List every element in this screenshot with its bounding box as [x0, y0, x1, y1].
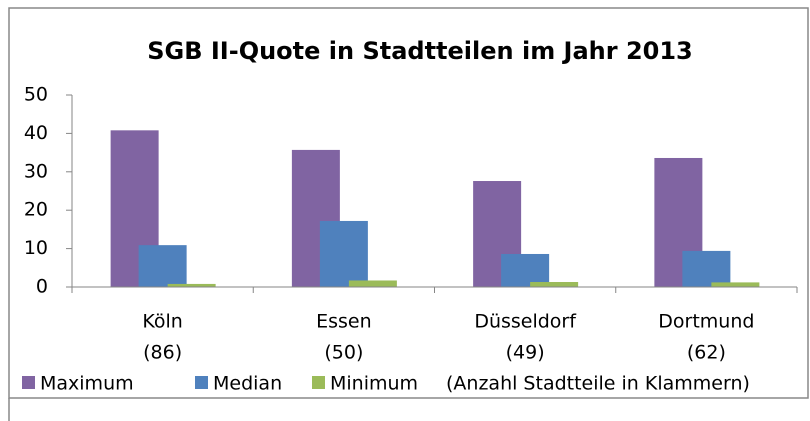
chart-title: SGB II-Quote in Stadtteilen im Jahr 2013 — [147, 37, 693, 65]
x-tick-count: (86) — [143, 342, 182, 364]
legend-swatch — [22, 376, 35, 389]
legend-label: Minimum — [330, 373, 418, 395]
bar — [682, 250, 731, 287]
y-tick-label: 10 — [24, 237, 48, 259]
y-tick-label: 20 — [24, 199, 48, 221]
x-tick-count: (50) — [324, 342, 363, 364]
x-tick-label: Düsseldorf — [474, 311, 577, 333]
legend-swatch — [312, 376, 325, 389]
x-tick-count: (49) — [506, 342, 545, 364]
bar — [167, 283, 216, 287]
x-tick-label: Dortmund — [658, 311, 754, 333]
legend-label: Maximum — [40, 373, 134, 395]
y-tick-label: 50 — [24, 84, 48, 106]
bar — [348, 280, 397, 287]
bar — [530, 282, 579, 287]
y-tick-label: 40 — [24, 122, 48, 144]
bar — [711, 282, 760, 287]
legend-swatch — [195, 376, 208, 389]
legend-note: (Anzahl Stadtteile in Klammern) — [446, 373, 750, 395]
legend-label: Median — [213, 373, 282, 395]
chart-border — [8, 7, 809, 399]
y-tick-label: 30 — [24, 160, 48, 182]
y-tick-label: 0 — [36, 276, 48, 298]
x-tick-label: Essen — [316, 311, 372, 333]
bar — [319, 220, 368, 287]
x-tick-count: (62) — [687, 342, 726, 364]
bar — [501, 253, 550, 287]
x-tick-label: Köln — [142, 311, 182, 333]
bar — [138, 245, 187, 287]
